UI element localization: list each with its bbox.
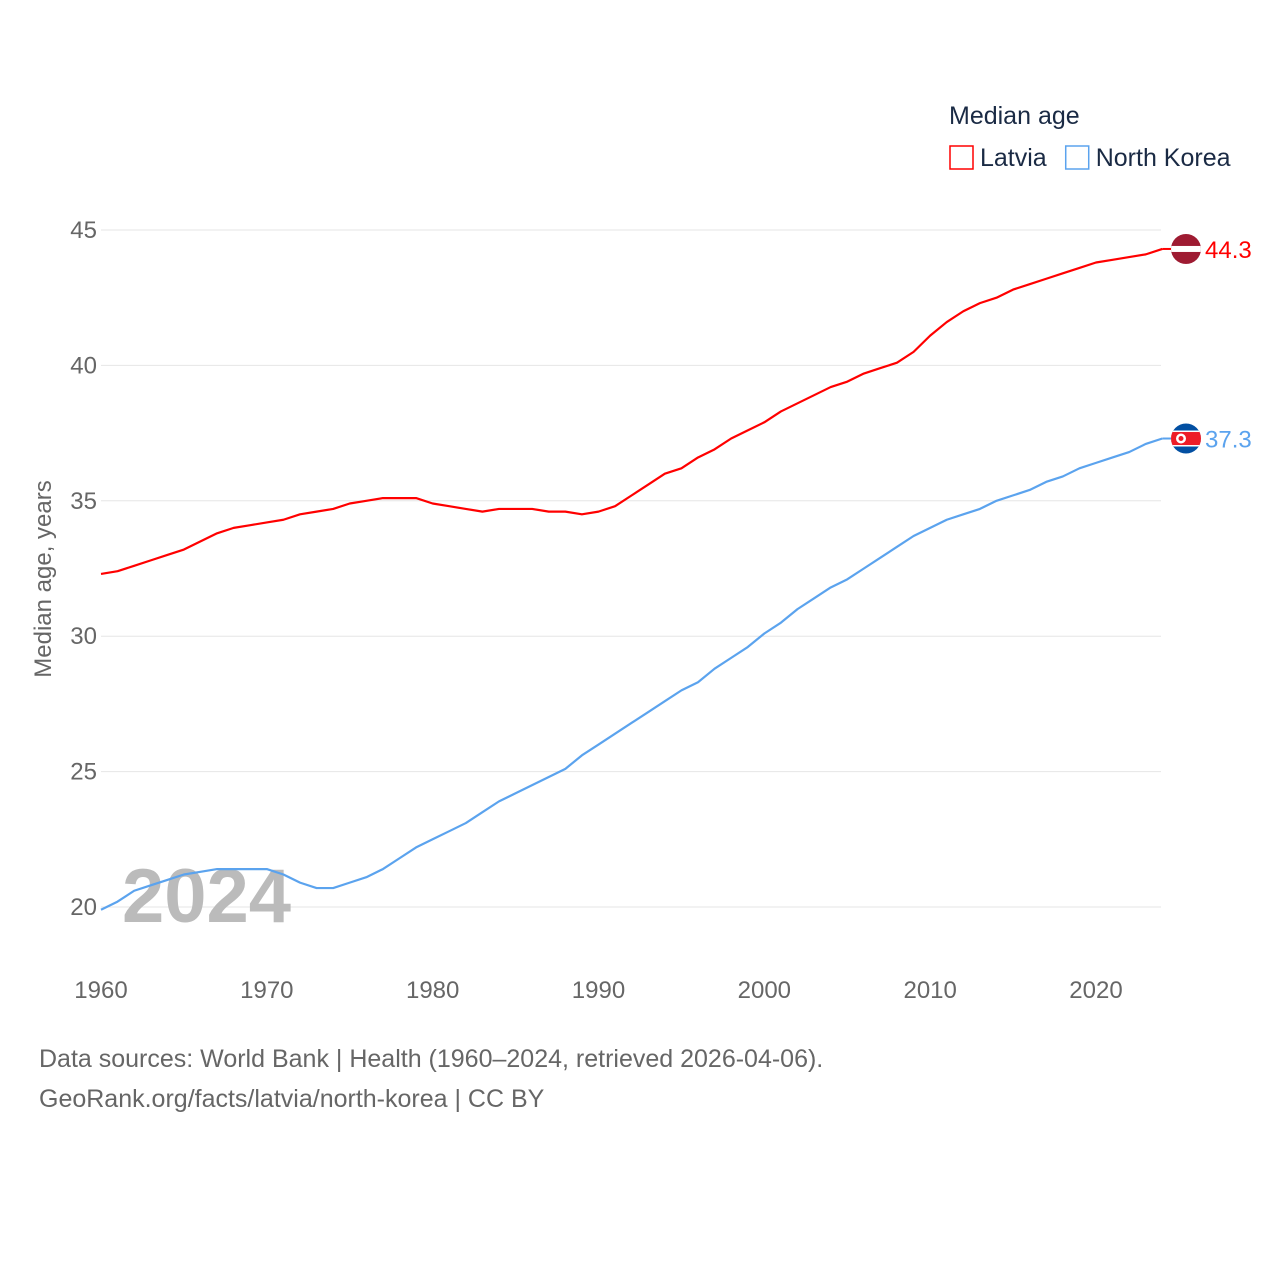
x-tick-label: 2020	[1069, 977, 1122, 1004]
legend-swatch	[949, 145, 974, 170]
year-watermark: 2024	[122, 854, 291, 939]
y-tick-label: 35	[70, 488, 97, 515]
legend-title: Median age	[949, 102, 1080, 130]
x-tick-label: 2010	[903, 977, 956, 1004]
legend-swatch	[1064, 145, 1090, 170]
x-tick-label: 1960	[74, 977, 127, 1004]
x-tick-label: 1970	[240, 977, 293, 1004]
y-tick-label: 20	[70, 894, 97, 921]
legend-item-north-korea[interactable]: North Korea	[1096, 144, 1231, 172]
y-axis-label: Median age, years	[30, 480, 57, 677]
y-tick-label: 25	[70, 759, 97, 786]
series-line-north-korea	[100, 437, 1163, 911]
attribution-link[interactable]: GeoRank.org/facts/latvia/north-korea | C…	[39, 1085, 545, 1113]
data-source-text: Data sources: World Bank | Health (1960–…	[39, 1045, 824, 1073]
legend-item-latvia[interactable]: Latvia	[980, 144, 1047, 172]
x-tick-label: 2000	[738, 977, 791, 1004]
series-line-latvia	[100, 247, 1163, 576]
x-tick-label: 1980	[406, 977, 459, 1004]
north-korea-flag-icon	[1171, 423, 1201, 454]
end-value-label: 44.3	[1205, 237, 1252, 264]
x-tick-label: 1990	[572, 977, 625, 1004]
end-value-label: 37.3	[1205, 427, 1252, 454]
y-tick-label: 40	[70, 352, 97, 379]
latvia-flag-icon	[1171, 233, 1201, 264]
y-tick-label: 30	[70, 623, 97, 650]
y-tick-label: 45	[70, 217, 97, 244]
